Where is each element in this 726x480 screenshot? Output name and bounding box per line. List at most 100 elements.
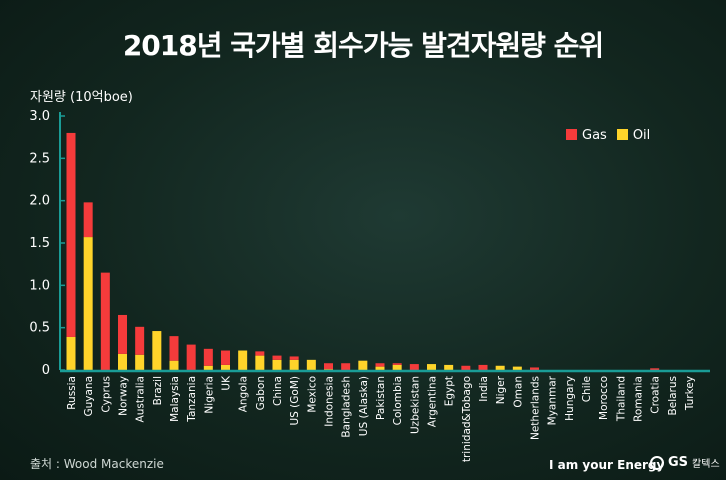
bar-gas-China (272, 355, 282, 360)
bar-gas-Bangladesh (341, 363, 351, 370)
logo-mark-icon (650, 455, 664, 470)
x-tick-label: Thailand (615, 376, 627, 422)
bar-gas-Russia (66, 132, 76, 337)
bar-gas-India (478, 364, 488, 370)
bar-gas-Gabon (255, 351, 265, 356)
bar-gas-Colombia (392, 363, 402, 365)
bar-gas-trinidad&Tobago (461, 365, 471, 370)
y-tick-label: 3.0 (29, 109, 50, 124)
bar-oil-Indonesia (324, 369, 333, 370)
bar-oil-US (Alaska) (358, 360, 368, 370)
x-tick-label: Turkey (684, 376, 696, 411)
x-tick-label: Cyprus (100, 376, 112, 413)
x-tick-label: Hungary (564, 376, 576, 421)
x-tick-label: Uzbekistan (409, 376, 421, 434)
bar-oil-Oman (512, 366, 522, 370)
legend-oil-label: Oil (632, 128, 651, 143)
x-tick-label: Brazil (152, 376, 164, 405)
bar-gas-Cyprus (100, 272, 110, 370)
bar-oil-US (GoM) (289, 359, 299, 370)
logo-kr: 칼텍스 (692, 459, 720, 470)
y-tick-label: 2.5 (29, 151, 50, 166)
y-tick-label: 2.0 (29, 194, 50, 209)
x-tick-label: Morocco (598, 376, 610, 420)
x-tick-label: Romania (633, 376, 645, 422)
bar-gas-Indonesia (324, 363, 333, 370)
legend: Gas Oil (566, 128, 650, 143)
x-tick-label: Norway (118, 376, 130, 416)
x-tick-label: US (Alaska) (358, 376, 370, 436)
legend-oil: Oil (616, 128, 651, 143)
bar-gas-Tanzania (186, 344, 196, 370)
bar-oil-Egypt (444, 364, 454, 370)
x-tick-label: Mexico (306, 376, 318, 413)
x-tick-label: Chile (581, 376, 593, 402)
y-tick-label: 0 (42, 363, 50, 378)
bar-gas-Norway (118, 314, 127, 354)
bar-oil-Norway (118, 353, 127, 370)
bar-oil-China (272, 359, 282, 370)
x-tick-label: Colombia (392, 376, 404, 425)
bar-gas-Australia (135, 326, 145, 355)
bar-oil-UK (221, 364, 230, 370)
bar-oil-Pakistan (375, 366, 385, 370)
y-tick-label: 1.5 (29, 236, 50, 251)
x-tick-label: Niger (495, 375, 507, 404)
bar-gas-US (GoM) (289, 356, 299, 360)
oil-swatch (616, 129, 628, 140)
bar-gas-Nigeria (203, 348, 213, 366)
x-tick-label: US (GoM) (289, 376, 301, 426)
logo-text: GS (668, 455, 689, 470)
x-tick-label: Oman (512, 376, 524, 408)
x-tick-label: India (478, 376, 490, 402)
x-tick-label: Tanzania (186, 376, 198, 423)
x-tick-label: Guyana (83, 376, 95, 417)
bar-gas-Guyana (83, 202, 93, 238)
x-tick-label: Indonesia (324, 376, 336, 427)
bar-oil-Nigeria (203, 365, 213, 370)
x-tick-label: Egypt (444, 376, 456, 406)
bar-oil-Brazil (152, 331, 162, 370)
x-tick-label: Gabon (255, 376, 267, 410)
y-tick-label: 0.5 (29, 321, 50, 336)
bar-oil-Russia (66, 336, 76, 370)
x-tick-label: Netherlands (530, 376, 542, 440)
x-tick-label: Belarus (667, 376, 679, 415)
bar-gas-Malaysia (169, 336, 179, 361)
legend-gas: Gas (566, 128, 607, 143)
bar-gas-Netherlands (530, 367, 539, 370)
bar-oil-Malaysia (169, 360, 179, 370)
bar-oil-Guyana (83, 237, 93, 370)
chart-title: 2018년 국가별 회수가능 발견자원량 순위 (122, 29, 604, 62)
bar-oil-Angola (238, 350, 248, 370)
legend-gas-label: Gas (582, 128, 607, 143)
y-tick-label: 1.0 (29, 278, 50, 293)
x-tick-label: trinidad&Tobago (461, 376, 473, 462)
bar-gas-Pakistan (375, 363, 385, 367)
bar-oil-Australia (135, 354, 145, 370)
x-tick-label: Angola (238, 376, 250, 412)
x-tick-label: Bangladesh (341, 376, 353, 438)
bar-gas-Uzbekistan (409, 364, 419, 370)
x-tick-label: Nigeria (203, 376, 215, 414)
x-tick-label: Argentina (427, 376, 439, 427)
x-tick-label: China (272, 376, 284, 406)
x-tick-label: Australia (135, 376, 147, 422)
gas-swatch (566, 129, 577, 140)
bar-oil-Argentina (427, 364, 436, 370)
x-tick-label: Russia (66, 376, 78, 410)
bar-oil-Niger (495, 365, 505, 370)
x-tick-label: Croatia (650, 376, 662, 414)
x-tick-label: UK (221, 375, 233, 391)
gs-caltex-logo: GS 칼텍스 (650, 455, 720, 470)
bar-oil-Colombia (392, 364, 402, 370)
y-axis-label: 자원량 (10억boe) (30, 90, 133, 105)
source-note: 출처 : Wood Mackenzie (30, 457, 164, 471)
slogan: I am your Energy (549, 458, 665, 472)
bar-gas-UK (221, 350, 230, 365)
bar-oil-Gabon (255, 355, 265, 370)
x-tick-label: Myanmar (547, 375, 559, 425)
bar-gas-Croatia (650, 368, 660, 370)
x-tick-label: Pakistan (375, 376, 387, 420)
